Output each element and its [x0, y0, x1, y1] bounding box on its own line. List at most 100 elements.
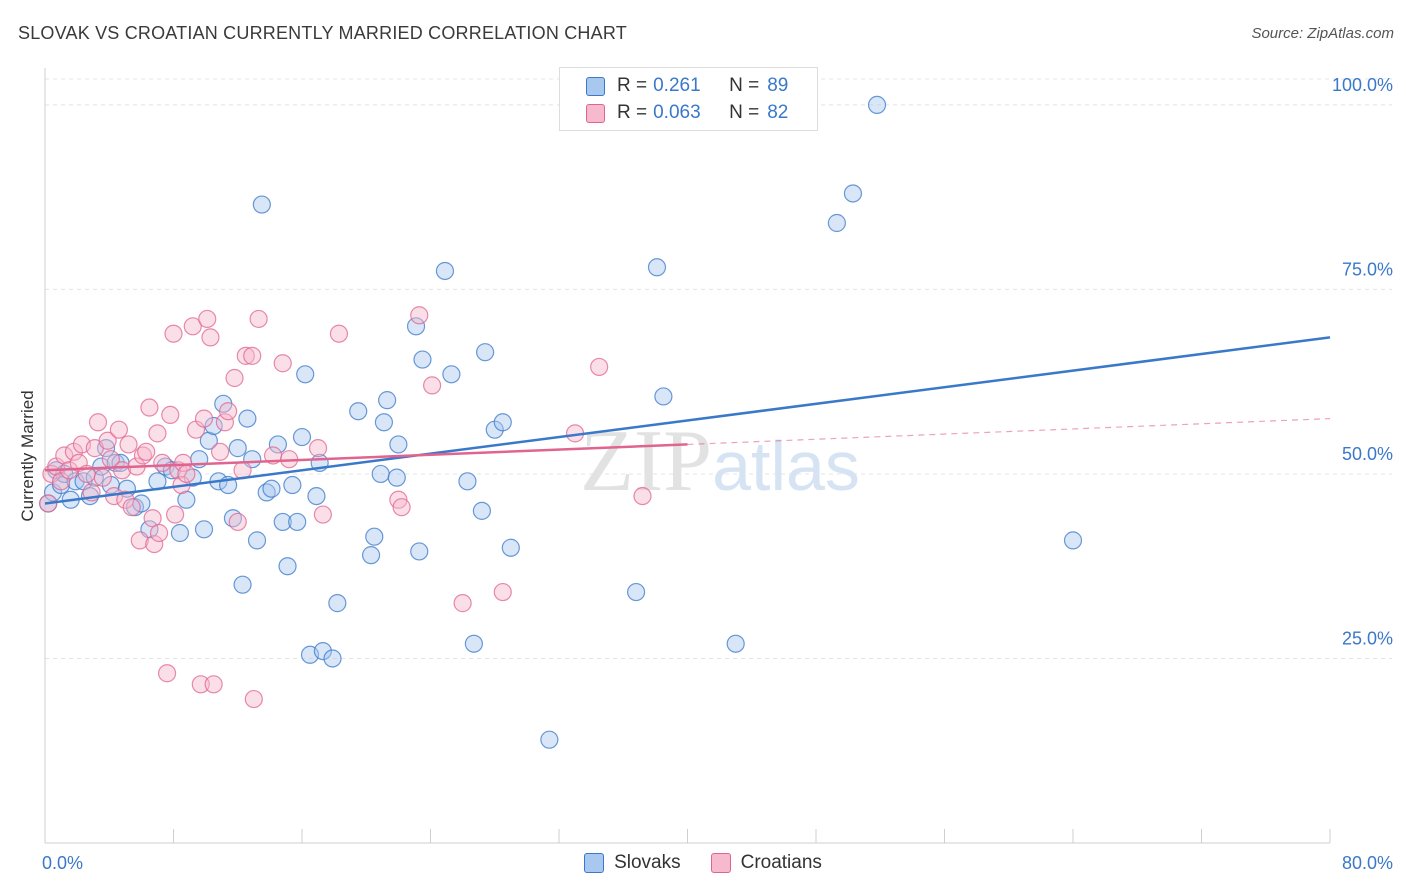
data-point	[389, 435, 408, 454]
data-point	[493, 582, 512, 602]
slovaks-n-label: N =	[729, 75, 760, 96]
croatians-n-label: N =	[729, 102, 760, 123]
data-point	[262, 479, 281, 498]
data-point	[406, 317, 426, 336]
data-point	[633, 486, 652, 506]
slovaks-swatch	[586, 76, 605, 96]
data-point	[371, 464, 390, 484]
data-point	[145, 534, 164, 554]
legend-item-slovaks[interactable]: Slovaks	[584, 852, 681, 874]
data-point	[501, 538, 520, 557]
data-point	[307, 486, 326, 506]
data-point	[361, 546, 381, 565]
data-point	[130, 531, 149, 550]
data-point	[161, 405, 180, 425]
data-point	[170, 523, 190, 543]
data-point	[166, 505, 185, 524]
data-point	[164, 324, 183, 343]
data-point	[308, 439, 328, 458]
data-point	[149, 523, 169, 543]
data-point	[243, 346, 262, 365]
data-point	[249, 309, 268, 329]
croatians-swatch	[586, 103, 605, 123]
watermark: ZIPatlas	[580, 413, 860, 510]
data-point	[228, 512, 247, 532]
data-point	[413, 350, 432, 369]
trend-line	[44, 443, 688, 472]
data-point	[647, 258, 667, 277]
data-point	[323, 649, 342, 668]
y-tick-label: 25.0%	[1342, 628, 1393, 648]
data-point	[374, 413, 394, 432]
slovaks-r-label: R =	[617, 75, 648, 96]
data-point	[410, 306, 429, 325]
data-point	[183, 317, 202, 336]
data-point	[215, 413, 234, 432]
y-tick-label: 50.0%	[1342, 444, 1393, 464]
data-point	[328, 594, 347, 613]
legend-label-slovaks: Slovaks	[614, 852, 681, 873]
data-point	[201, 328, 220, 347]
data-point	[410, 542, 429, 561]
data-point	[288, 512, 307, 532]
croatians-r-value: 0.063	[653, 102, 701, 123]
data-point	[273, 354, 292, 373]
stats-legend-row-slovaks: R = 0.261 N = 89	[586, 74, 788, 98]
data-point	[283, 475, 302, 495]
data-point	[626, 582, 646, 602]
data-point	[435, 261, 455, 281]
data-point	[198, 309, 217, 329]
data-point	[296, 365, 315, 384]
data-point	[493, 413, 512, 432]
data-point	[93, 468, 112, 487]
chart-title: SLOVAK VS CROATIAN CURRENTLY MARRIED COR…	[18, 23, 627, 43]
series-croatians	[39, 306, 652, 709]
data-point	[458, 472, 477, 491]
data-point	[252, 195, 271, 214]
data-point	[349, 402, 368, 421]
data-point	[210, 442, 230, 461]
data-point	[278, 557, 297, 576]
data-point	[313, 641, 332, 661]
series-legend: Slovaks Croatians	[0, 852, 1406, 874]
data-point	[654, 387, 673, 406]
data-point	[199, 431, 218, 450]
legend-label-croatians: Croatians	[740, 852, 822, 873]
data-point	[247, 531, 267, 550]
legend-swatch-croatians	[710, 853, 731, 873]
data-point	[273, 512, 292, 532]
data-point	[378, 391, 397, 410]
data-point	[109, 420, 128, 439]
data-point	[157, 664, 177, 683]
x-tick-label: 80.0%	[1342, 853, 1393, 873]
data-point	[140, 398, 159, 417]
data-point	[268, 435, 288, 454]
croatians-r-label: R =	[617, 102, 648, 123]
data-point	[194, 409, 214, 428]
data-point	[194, 520, 214, 539]
data-point	[153, 453, 172, 472]
data-point	[540, 730, 559, 749]
data-point	[365, 527, 384, 546]
data-point	[392, 498, 411, 517]
data-point	[204, 675, 223, 694]
data-point	[244, 689, 263, 709]
series-slovaks	[39, 95, 1083, 749]
stats-legend-row-croatians: R = 0.063 N = 82	[586, 101, 788, 125]
legend-item-croatians[interactable]: Croatians	[710, 852, 822, 874]
data-point	[98, 431, 117, 450]
chart-source: Source: ZipAtlas.com	[1251, 25, 1394, 42]
data-point	[233, 575, 252, 594]
data-point	[827, 213, 846, 233]
data-point	[238, 409, 257, 428]
data-point	[177, 490, 196, 509]
data-point	[442, 365, 461, 384]
data-point	[174, 453, 193, 472]
data-point	[191, 675, 210, 694]
data-point	[225, 368, 244, 388]
data-point	[843, 184, 863, 203]
data-point	[236, 346, 255, 365]
data-point	[204, 416, 223, 436]
data-point	[228, 439, 247, 458]
